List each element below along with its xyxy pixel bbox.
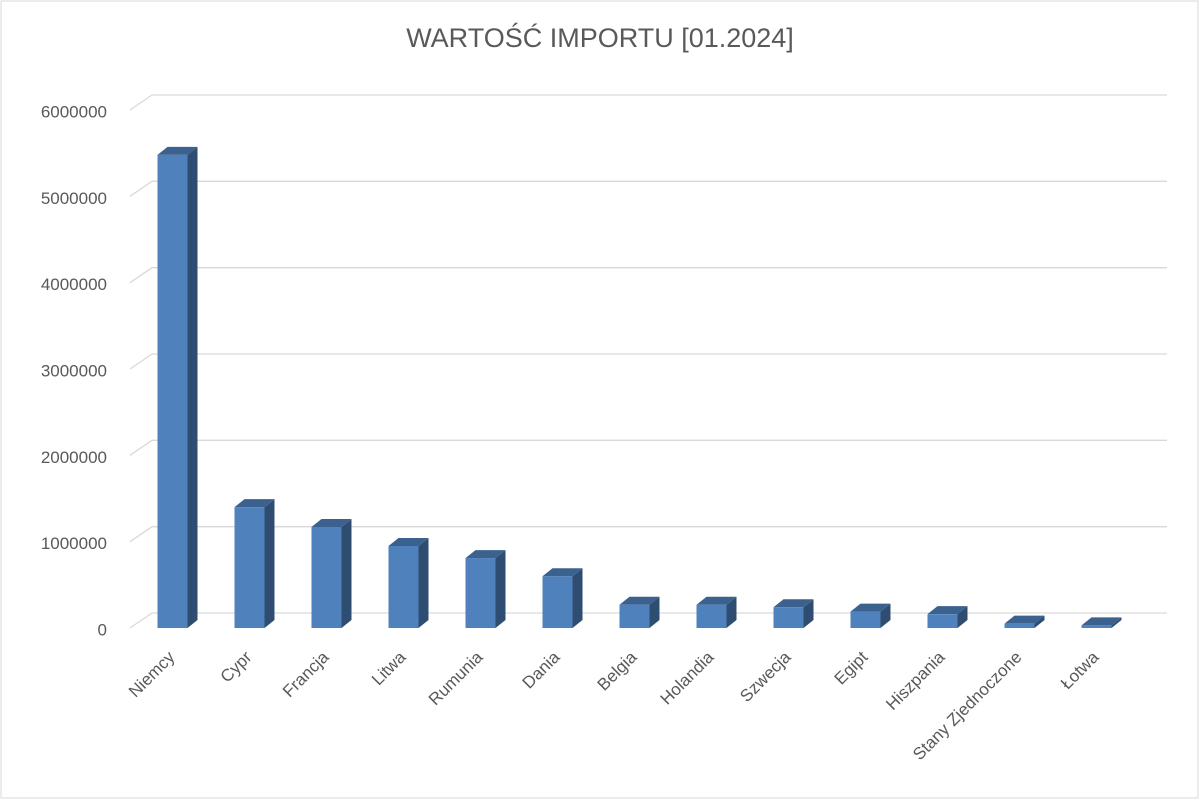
bar-top xyxy=(465,550,506,559)
bar xyxy=(619,604,650,628)
grid-line xyxy=(129,267,1167,284)
grid-line xyxy=(129,439,1167,456)
chart-title: WARTOŚĆ IMPORTU [01.2024] xyxy=(406,21,794,53)
bar xyxy=(311,526,342,628)
bar-side xyxy=(726,596,737,628)
bar xyxy=(234,507,265,628)
bar-top xyxy=(927,606,968,615)
y-tick-label: 2000000 xyxy=(41,448,107,467)
bar-top xyxy=(850,603,891,612)
bar-top xyxy=(388,537,429,546)
bar-top xyxy=(619,596,660,605)
bar-top xyxy=(311,518,352,527)
bar-side xyxy=(341,518,352,628)
grid-line xyxy=(129,353,1167,370)
bar-side xyxy=(1034,615,1045,628)
bar-side xyxy=(187,146,198,629)
bar-side xyxy=(418,537,429,628)
grid-line xyxy=(129,180,1167,197)
grid-line xyxy=(129,612,1167,629)
bar-side xyxy=(1111,617,1122,628)
bar xyxy=(1081,625,1112,628)
y-tick-label: 0 xyxy=(98,620,107,639)
grid-line xyxy=(129,94,1167,111)
y-tick-label: 6000000 xyxy=(41,102,107,121)
bar xyxy=(465,558,496,628)
bar-top xyxy=(1004,615,1045,624)
bar-top xyxy=(542,568,583,577)
bar-side xyxy=(264,499,275,628)
bar-top xyxy=(1081,617,1122,626)
bar-side xyxy=(495,550,506,628)
bar xyxy=(1004,623,1035,628)
bar-top xyxy=(157,146,198,155)
bar xyxy=(542,576,573,628)
bar-side xyxy=(803,599,814,628)
bar-side xyxy=(572,568,583,628)
bar xyxy=(927,614,958,628)
grid-line xyxy=(129,526,1167,543)
y-tick-label: 1000000 xyxy=(41,534,107,553)
y-tick-label: 3000000 xyxy=(41,361,107,380)
bar xyxy=(696,604,727,628)
bar-side xyxy=(957,606,968,628)
y-tick-label: 4000000 xyxy=(41,275,107,294)
bar-side xyxy=(880,603,891,628)
bar-top xyxy=(773,599,814,608)
bar-top xyxy=(234,499,275,508)
y-tick-label: 5000000 xyxy=(41,189,107,208)
bar xyxy=(157,154,188,629)
bar-top xyxy=(696,596,737,605)
bar xyxy=(388,545,419,628)
bar xyxy=(850,611,881,628)
bar xyxy=(773,607,804,628)
bar-side xyxy=(649,596,660,628)
